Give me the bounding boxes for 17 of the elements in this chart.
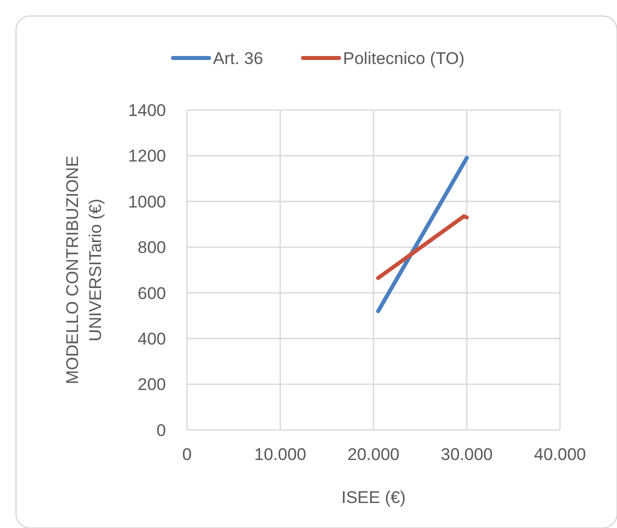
y-tick-label: 400 <box>138 330 166 349</box>
x-tick-label: 40.000 <box>534 445 586 464</box>
y-axis-title: MODELLO CONTRIBUZIONE UNIVERSITario (€) <box>63 156 105 384</box>
x-axis-title: ISEE (€) <box>341 488 406 507</box>
y-tick-label: 800 <box>138 238 166 258</box>
y-tick-label: 1200 <box>128 146 166 166</box>
x-tick-label: 0 <box>182 445 192 464</box>
y-tick-label: 1000 <box>128 192 166 212</box>
y-tick-label: 200 <box>138 375 166 394</box>
y-tick-label: 1400 <box>128 100 166 120</box>
y-tick-label: 600 <box>138 284 166 303</box>
legend-label: Art. 36 <box>213 48 264 68</box>
legend-label: Politecnico (TO) <box>343 48 465 68</box>
y-tick-label: 0 <box>156 420 166 440</box>
x-tick-label: 10.000 <box>254 445 306 464</box>
x-tick-label: 30.000 <box>440 445 493 464</box>
x-tick-label: 20.000 <box>348 445 400 464</box>
